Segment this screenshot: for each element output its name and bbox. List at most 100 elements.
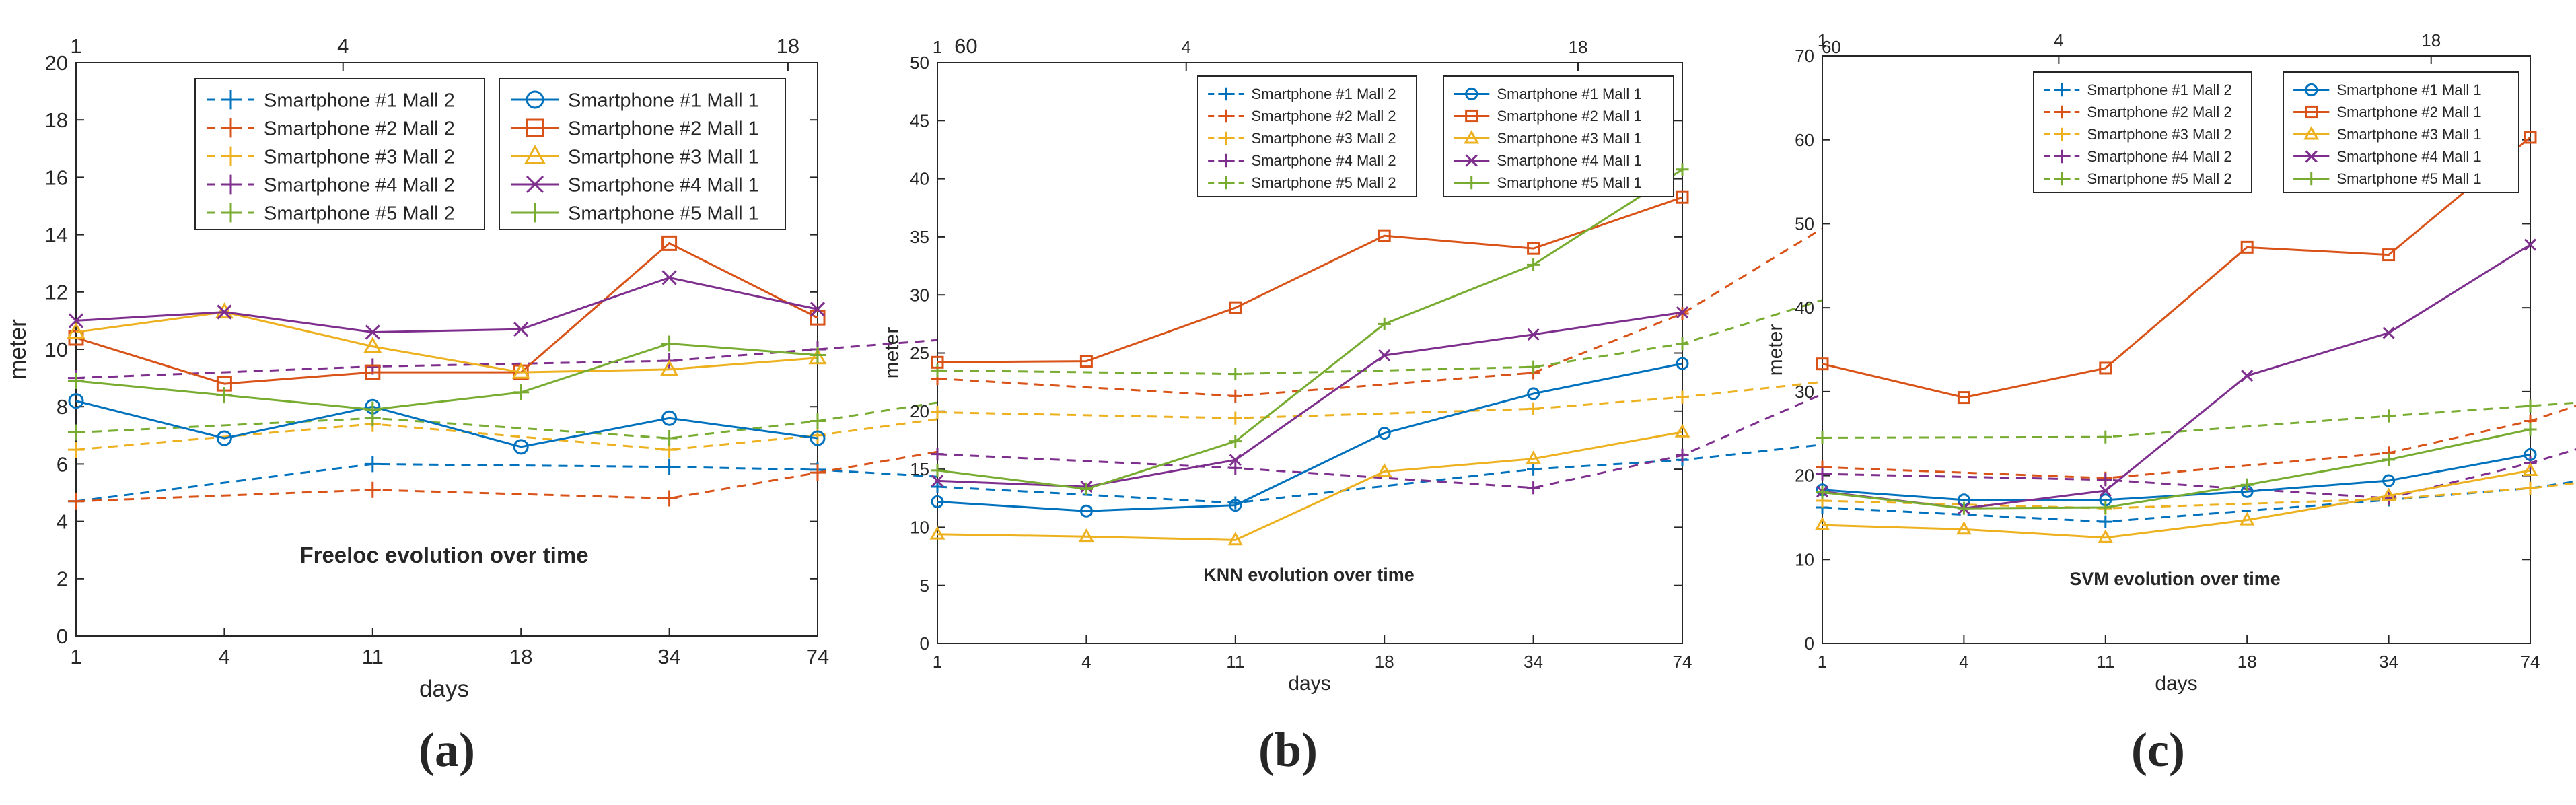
y-tick-label: 16	[45, 166, 68, 189]
data-point-marker	[661, 430, 678, 447]
data-point-marker	[2524, 423, 2537, 436]
legend-swatch-marker	[1464, 130, 1480, 144]
x-tick-label: 4	[1081, 652, 1091, 672]
y-tick-label: 14	[45, 223, 68, 246]
chart-annotation: Freeloc evolution over time	[299, 542, 588, 567]
x-tick-label: 74	[2521, 652, 2540, 672]
panel-label: (a)	[419, 723, 475, 777]
series-line	[1822, 428, 2531, 510]
data-point-marker	[1816, 431, 1829, 445]
series-smartphone-2-mall-1	[1816, 131, 2537, 405]
y-tick-label: 2	[57, 567, 68, 591]
legend-swatch-marker	[526, 118, 544, 137]
data-point-marker	[810, 347, 826, 363]
series-line	[1822, 136, 2531, 399]
series-line	[75, 337, 966, 380]
legend-swatch-marker	[221, 174, 241, 195]
series-line	[75, 400, 818, 448]
data-point-marker	[808, 348, 827, 365]
data-point-marker	[1376, 463, 1392, 477]
series-line	[75, 242, 818, 385]
x-tick-label: 11	[2096, 652, 2114, 672]
y-tick-label: 5	[920, 575, 929, 596]
legend-swatch-marker	[1219, 87, 1233, 101]
top-tick-label: 4	[2054, 30, 2063, 50]
data-point-marker	[2099, 515, 2112, 528]
data-point-marker	[1378, 427, 1391, 440]
data-point-marker	[810, 302, 826, 317]
y-tick-label: 30	[910, 285, 929, 305]
data-point-marker	[1079, 504, 1093, 518]
data-point-marker	[931, 448, 944, 461]
legend-entry-label: Smartphone #2 Mall 2	[1251, 108, 1396, 125]
y-tick-label: 50	[1795, 214, 1814, 234]
data-point-marker	[1227, 532, 1244, 546]
data-point-marker	[931, 480, 944, 493]
data-point-marker	[1079, 482, 1093, 496]
legend-mall-1: Smartphone #1 Mall 1 Smartphone #2 Mall 1…	[1443, 75, 1674, 197]
x-tick-label: 1	[1818, 652, 1827, 672]
legend-swatch-marker	[221, 146, 241, 166]
x-tick-label: 74	[1673, 652, 1692, 672]
x-tick-label: 18	[2238, 652, 2257, 672]
series-smartphone-3-mall-1	[929, 423, 1690, 546]
data-point-marker	[1676, 163, 1689, 176]
data-point-marker	[2382, 453, 2396, 466]
legend-swatch-marker	[2305, 150, 2318, 163]
legend-mall-1: Smartphone #1 Mall 1 Smartphone #2 Mall 1…	[499, 78, 786, 230]
legend-swatch-marker	[526, 175, 544, 194]
series-smartphone-5-mall-1	[1816, 423, 2537, 515]
legend-entry-label: Smartphone #3 Mall 2	[1251, 130, 1396, 147]
data-point-marker	[2524, 238, 2537, 251]
chart-panel-1: 1 4 11 18 34 741 4 18 6002468101214161820daysmet…	[5, 34, 978, 777]
y-axis-label: meter	[881, 327, 903, 379]
plot-area	[937, 62, 1683, 644]
legend-entry-label: Smartphone #5 Mall 1	[568, 203, 759, 225]
data-point-marker	[931, 405, 944, 419]
x-tick-label: 11	[362, 645, 384, 668]
x-tick-label: 34	[1524, 652, 1543, 672]
y-axis-label: meter	[5, 319, 31, 380]
series-line	[937, 362, 1683, 512]
legend-box	[194, 78, 485, 230]
x-axis-label: days	[419, 676, 469, 702]
data-point-marker	[1676, 390, 1689, 404]
data-point-marker	[1676, 337, 1689, 351]
data-point-marker	[661, 235, 678, 251]
data-point-marker	[215, 302, 234, 319]
y-tick-label: 50	[910, 53, 929, 73]
legend-swatch-marker	[2055, 172, 2069, 186]
series-smartphone-1-mall-1	[931, 357, 1689, 518]
data-point-marker	[1079, 528, 1094, 542]
legend-swatch-marker	[1465, 109, 1478, 123]
y-tick-label: 20	[1795, 466, 1814, 486]
data-point-marker	[1526, 450, 1541, 464]
legend-box	[499, 78, 786, 230]
legend-mall-1: Smartphone #1 Mall 1 Smartphone #2 Mall 1…	[2283, 71, 2519, 193]
series-smartphone-5-mall-1	[931, 163, 1689, 496]
data-point-marker	[1527, 402, 1540, 415]
series-line	[75, 311, 818, 374]
data-point-marker	[1676, 357, 1689, 370]
data-point-marker	[931, 464, 944, 477]
y-tick-label: 18	[45, 108, 68, 132]
data-point-marker	[2522, 462, 2538, 476]
y-tick-label: 10	[1795, 549, 1814, 569]
legend-entry-label: Smartphone #5 Mall 1	[2336, 170, 2481, 187]
data-point-marker	[661, 335, 678, 352]
legend-entry-label: Smartphone #3 Mall 1	[2336, 126, 2481, 143]
data-point-marker	[217, 304, 232, 320]
y-tick-label: 15	[910, 459, 929, 479]
data-point-marker	[931, 495, 944, 508]
legend-entry-label: Smartphone #1 Mall 1	[568, 90, 759, 112]
y-tick-label: 20	[910, 401, 929, 421]
data-point-marker	[68, 442, 84, 458]
y-tick-label: 20	[45, 51, 68, 75]
data-point-marker	[931, 363, 944, 377]
data-point-marker	[1229, 411, 1242, 425]
x-tick-label: 1	[70, 645, 81, 668]
legend-swatch-marker	[221, 118, 241, 138]
legend-entry-label: Smartphone #3 Mall 2	[2087, 126, 2231, 143]
top-tick-label: 1	[933, 37, 942, 57]
